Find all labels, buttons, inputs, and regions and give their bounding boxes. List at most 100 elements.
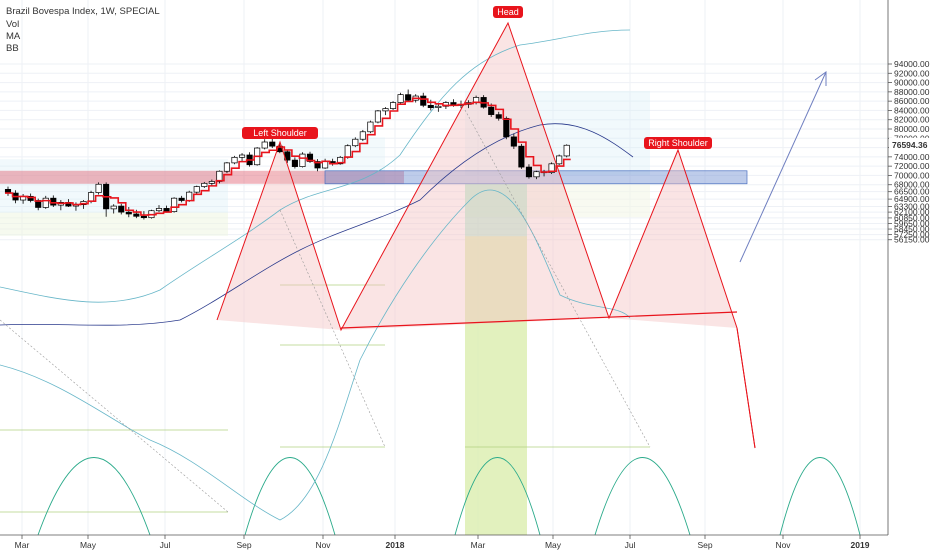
annotation-box xyxy=(242,127,318,139)
y-tick-label: 70000.00 xyxy=(894,170,930,180)
candle-body xyxy=(510,136,517,147)
candle-body xyxy=(231,156,238,164)
volume-wave xyxy=(244,457,336,536)
candle-body xyxy=(563,144,570,157)
volume-wave xyxy=(779,457,861,536)
x-tick-label: Mar xyxy=(471,540,486,550)
bullish-arrow xyxy=(739,71,827,263)
y-tick-label: 74000.00 xyxy=(894,152,930,162)
candle-body xyxy=(420,95,427,106)
candle-body xyxy=(450,102,457,106)
y-tick-label: 92000.00 xyxy=(894,68,930,78)
x-tick-label: Jul xyxy=(160,540,171,550)
candle-body xyxy=(405,94,412,101)
candle-body xyxy=(178,197,185,201)
x-tick-label: Sep xyxy=(697,540,712,550)
candle-body xyxy=(503,117,510,138)
candle-body xyxy=(352,138,359,147)
fib-diagonal xyxy=(0,319,229,513)
candle-body xyxy=(533,171,540,178)
candle-body xyxy=(367,121,374,133)
projection-yellow xyxy=(465,236,527,535)
indicator-ma: MA xyxy=(6,31,21,42)
support-zone-blue xyxy=(324,170,748,185)
candle-body xyxy=(42,197,49,208)
x-tick-label: Nov xyxy=(775,540,791,550)
y-tick-label: 63300.00 xyxy=(894,202,930,212)
candle-body xyxy=(291,159,298,167)
candle-body xyxy=(488,106,495,115)
annotation-label: Left Shoulder xyxy=(242,127,318,139)
candle-body xyxy=(239,154,246,158)
candle-body xyxy=(435,105,442,108)
y-tick-label: 64900.00 xyxy=(894,194,930,204)
candle-body xyxy=(201,182,208,187)
y-tick-label: 84000.00 xyxy=(894,105,930,115)
y-tick-label: 66500.00 xyxy=(894,187,930,197)
x-tick-label: Jul xyxy=(625,540,636,550)
candle-body xyxy=(133,213,140,217)
candle-body xyxy=(155,208,163,212)
candle-body xyxy=(208,181,215,184)
moving-average-line xyxy=(5,97,571,216)
y-tick-label: 80000.00 xyxy=(894,124,930,134)
x-tick-label: May xyxy=(545,540,562,550)
volume-wave xyxy=(594,457,691,536)
candle-body xyxy=(525,166,533,178)
candle-body xyxy=(186,191,193,201)
candle-body xyxy=(337,156,344,165)
candle-body xyxy=(382,108,389,112)
candle-body xyxy=(495,114,502,119)
left-shoulder-fill xyxy=(217,142,341,330)
candle-body xyxy=(50,197,57,206)
candle-body xyxy=(427,104,434,108)
y-tick-label: 56150.00 xyxy=(894,235,930,245)
candle-body xyxy=(314,161,321,169)
y-tick-label: 60850.00 xyxy=(894,213,930,223)
right-shoulder-fill xyxy=(609,150,737,328)
resistance-zone-red xyxy=(0,170,404,184)
head-shoulders-outline xyxy=(216,21,756,449)
candle-body xyxy=(374,110,382,123)
breakdown-projection xyxy=(736,327,756,449)
candle-body xyxy=(556,155,563,165)
y-tick-label: 58450.00 xyxy=(894,224,930,234)
indicator-bb: BB xyxy=(6,43,19,54)
candle-body xyxy=(322,161,329,169)
annotation-text: Right Shoulder xyxy=(648,138,708,148)
volume-wave xyxy=(37,457,151,536)
candle-body xyxy=(548,163,555,173)
y-tick-label: 72000.00 xyxy=(894,161,930,171)
candle-body xyxy=(359,131,366,140)
candle-body xyxy=(27,195,34,201)
bullish-arrow-head xyxy=(814,71,827,86)
annotation-label: Right Shoulder xyxy=(644,137,712,149)
annotation-label: Head xyxy=(493,6,523,18)
fib-box-left-lower xyxy=(0,212,228,236)
x-tick-label: Nov xyxy=(315,540,331,550)
candle-body xyxy=(216,170,223,182)
annotation-text: Head xyxy=(497,7,519,17)
neckline xyxy=(340,311,738,329)
x-tick-label: May xyxy=(80,540,97,550)
candle-body xyxy=(171,197,178,212)
y-tick-label: 59650.00 xyxy=(894,218,930,228)
candle-body xyxy=(140,215,147,219)
candle-body xyxy=(261,141,268,149)
y-tick-label: 88000.00 xyxy=(894,87,930,97)
candle-body xyxy=(95,183,102,193)
bollinger-upper xyxy=(0,29,631,303)
fib-diagonal xyxy=(279,209,386,448)
x-tick-label: 2019 xyxy=(851,540,870,550)
annotation-box xyxy=(493,6,523,18)
fib-diagonal xyxy=(464,109,651,448)
current-price-label: 76594.36 xyxy=(892,140,928,150)
x-tick-label: 2018 xyxy=(386,540,405,550)
candle-body xyxy=(125,211,132,215)
annotation-box xyxy=(644,137,712,149)
y-tick-label: 86000.00 xyxy=(894,96,930,106)
x-tick-label: Mar xyxy=(15,540,30,550)
candle-body xyxy=(390,102,397,109)
candle-body xyxy=(397,94,404,103)
